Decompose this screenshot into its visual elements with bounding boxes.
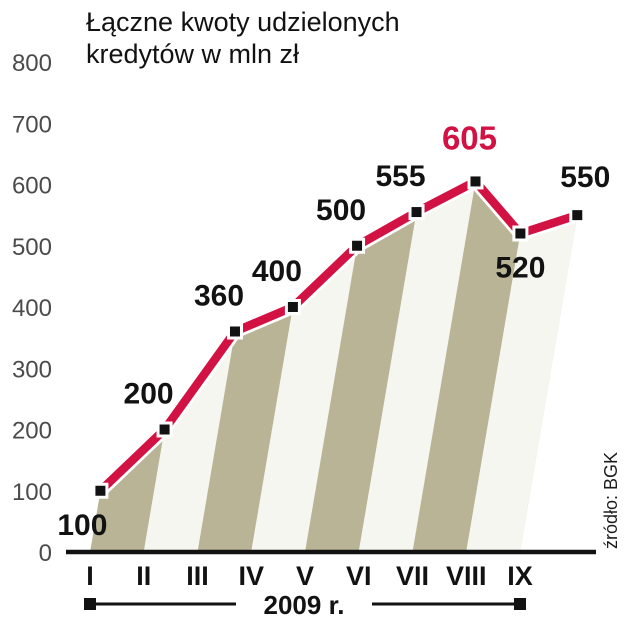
data-point-marker — [159, 424, 170, 435]
x-axis-label: VI — [346, 561, 372, 591]
data-point-marker — [515, 228, 526, 239]
data-point-marker — [287, 302, 298, 312]
y-axis-tick-label: 500 — [12, 234, 52, 261]
x-axis-label: V — [296, 561, 314, 591]
data-point-marker — [470, 176, 481, 187]
y-axis-tick-label: 300 — [12, 356, 52, 383]
year-bracket-square — [514, 598, 526, 610]
x-axis-label: III — [186, 561, 209, 591]
value-label: 520 — [495, 252, 545, 285]
x-axis-label: II — [136, 561, 151, 591]
source-label: źródło: BGK — [601, 451, 621, 549]
value-label: 200 — [124, 378, 174, 411]
area-fill — [90, 181, 578, 552]
data-point-marker — [229, 326, 240, 337]
chart-title: Łączne kwoty udzielonych kredytów w mln … — [86, 6, 400, 71]
value-label-highlight: 605 — [442, 119, 497, 156]
data-point-marker — [352, 240, 363, 251]
value-label: 555 — [376, 160, 426, 193]
year-label: 2009 r. — [264, 590, 345, 620]
data-point-marker — [95, 485, 106, 496]
y-axis-tick-label: 0 — [39, 540, 52, 567]
x-axis-label: VIII — [446, 561, 487, 591]
data-point-marker — [572, 210, 583, 221]
value-label: 100 — [57, 509, 107, 542]
data-point-marker — [411, 207, 422, 218]
y-axis-tick-label: 400 — [12, 295, 52, 322]
y-axis-tick-label: 100 — [12, 479, 52, 506]
y-axis-tick-label: 200 — [12, 418, 52, 445]
x-axis-label: IX — [507, 561, 533, 591]
y-axis-tick-label: 600 — [12, 173, 52, 200]
value-label: 550 — [560, 161, 610, 194]
chart-title-line1: Łączne kwoty udzielonych — [86, 7, 400, 37]
area-stripe — [358, 181, 507, 552]
chart-title-line2: kredytów w mln zł — [86, 39, 300, 70]
stripe-group — [90, 181, 578, 552]
value-label: 500 — [316, 194, 366, 227]
year-bracket-square — [84, 598, 96, 610]
value-label: 360 — [194, 280, 244, 313]
y-axis-tick-label: 800 — [12, 50, 52, 77]
x-axis-label: I — [86, 561, 94, 591]
area-stripe — [412, 181, 561, 552]
area-stripe — [304, 181, 453, 552]
y-axis-tick-label: 700 — [12, 111, 52, 138]
area-stripe — [466, 181, 578, 552]
x-axis-label: VII — [396, 561, 429, 591]
value-label: 400 — [252, 255, 302, 288]
x-axis-label: IV — [238, 561, 264, 591]
